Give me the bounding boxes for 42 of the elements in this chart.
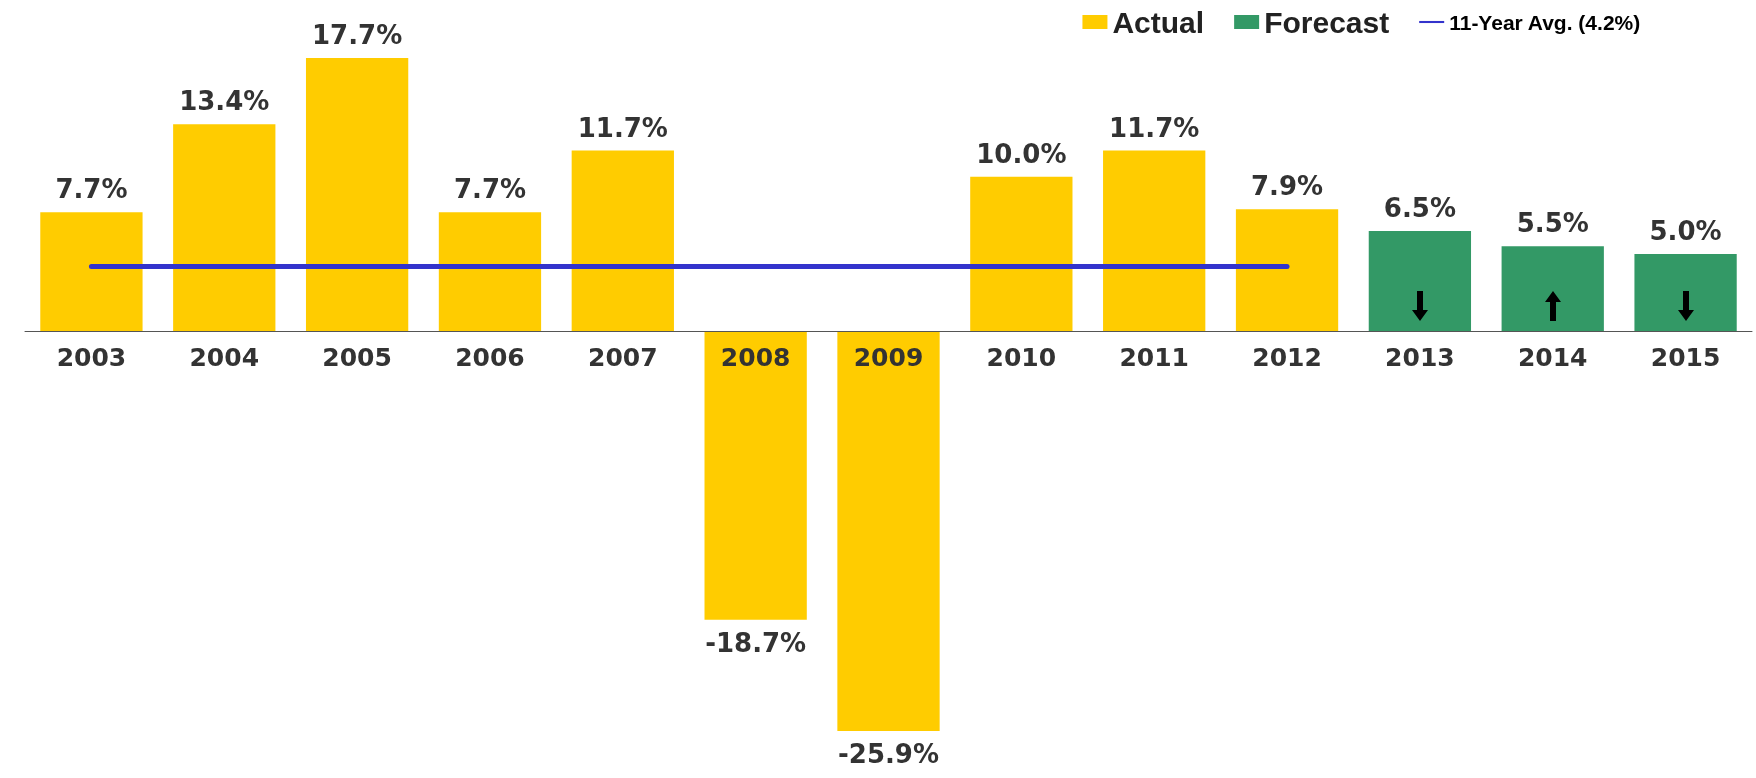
bar: [704, 331, 807, 620]
data-label: -25.9%: [838, 739, 939, 769]
data-label: 5.5%: [1516, 208, 1589, 239]
x-tick-label: 2015: [1650, 343, 1721, 373]
bar: [1368, 230, 1472, 332]
bar: [1235, 209, 1339, 332]
data-label: 11.7%: [1109, 112, 1200, 143]
data-label: 11.7%: [577, 112, 668, 143]
bar: [173, 124, 276, 332]
x-tick-label: 2012: [1252, 343, 1322, 373]
x-tick-label: 2003: [56, 343, 127, 373]
x-tick-label: 2009: [853, 343, 924, 373]
bar: [1103, 150, 1206, 332]
x-tick-label: 2011: [1119, 343, 1189, 373]
bar: [1634, 254, 1737, 332]
data-label: 7.7%: [453, 174, 527, 205]
x-tick-label: 2007: [588, 343, 658, 373]
bar: [40, 212, 143, 332]
data-label: 13.4%: [179, 86, 270, 117]
data-label: 7.9%: [1250, 171, 1324, 202]
bar: [837, 331, 940, 731]
x-tick-label: 2005: [322, 343, 392, 373]
data-label: 5.0%: [1649, 216, 1722, 247]
data-label: 17.7%: [312, 20, 403, 50]
bar: [970, 176, 1073, 332]
x-tick-label: 2014: [1517, 343, 1588, 373]
legend-label: Actual: [1112, 5, 1205, 39]
legend-label: 11-Year Avg. (4.2%): [1449, 10, 1641, 34]
x-tick-label: 2013: [1385, 343, 1455, 373]
x-tick-label: 2004: [189, 343, 260, 373]
data-label: 6.5%: [1383, 192, 1456, 223]
bar: [1501, 246, 1604, 332]
x-tick-label: 2008: [720, 343, 791, 373]
bar: [571, 150, 674, 332]
data-label: -18.7%: [705, 627, 807, 658]
x-tick-label: 2010: [986, 343, 1057, 373]
bar: [305, 58, 409, 332]
legend-label: Forecast: [1264, 5, 1390, 39]
data-label: 10.0%: [976, 138, 1067, 169]
bar: [438, 212, 542, 332]
x-tick-label: 2006: [455, 343, 525, 373]
data-label: 7.7%: [55, 174, 128, 205]
